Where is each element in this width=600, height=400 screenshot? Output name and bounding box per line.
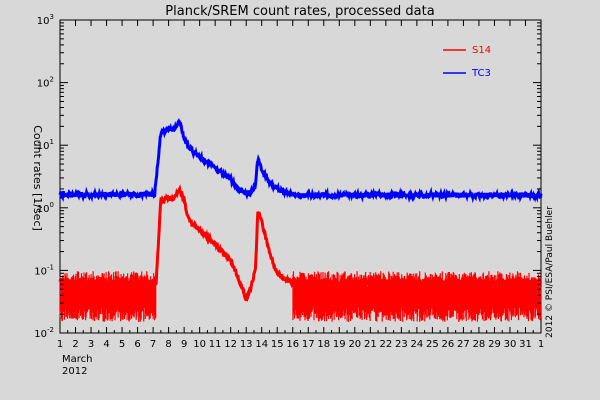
x-tick-label: 1 xyxy=(57,339,63,350)
x-axis-label: March xyxy=(62,354,92,365)
x-tick-label: 12 xyxy=(224,339,237,350)
x-tick-label: 14 xyxy=(255,339,268,350)
x-tick-label: 13 xyxy=(240,339,253,350)
x-tick-label: 7 xyxy=(150,339,156,350)
legend: S14 TC3 xyxy=(443,45,491,79)
series-layer xyxy=(58,117,543,322)
legend-label-s14: S14 xyxy=(472,45,491,56)
y-tick-label: 101 xyxy=(37,138,54,152)
series-s14-noise xyxy=(59,271,542,322)
x-tick-label: 10 xyxy=(193,339,206,350)
x-tick-label: 31 xyxy=(519,339,532,350)
x-tick-label: 19 xyxy=(333,339,346,350)
x-tick-label: 4 xyxy=(103,339,109,350)
x-tick-labels: 1 2 3 4 5 6 7 8 9 10 11 12 13 14 15 16 17 18 19 20 21 22 23 24 2… xyxy=(57,339,544,350)
x-tick-marks xyxy=(59,20,542,333)
x-tick-label: 20 xyxy=(348,339,361,350)
series-s14-line xyxy=(58,184,543,303)
legend-label-tc3: TC3 xyxy=(471,68,491,79)
x-tick-label: 27 xyxy=(457,339,470,350)
x-tick-label: 16 xyxy=(286,339,299,350)
series-tc3 xyxy=(58,117,543,204)
x-tick-label: 24 xyxy=(411,339,424,350)
x-tick-label: 29 xyxy=(488,339,501,350)
y-tick-label: 10-1 xyxy=(34,263,54,277)
chart-title: Planck/SREM count rates, processed data xyxy=(165,4,434,19)
y-tick-marks xyxy=(60,19,541,334)
x-tick-label: 3 xyxy=(88,339,94,350)
x-tick-label: 9 xyxy=(181,339,187,350)
y-tick-labels: 10-2 10-1 100 101 102 103 xyxy=(34,13,54,340)
y-axis-label: Count rates [1/sec] xyxy=(31,125,44,231)
x-tick-label: 18 xyxy=(317,339,330,350)
x-tick-label: 2 xyxy=(72,339,78,350)
x-tick-label: 22 xyxy=(379,339,392,350)
x-tick-label: 8 xyxy=(165,339,171,350)
series-tc3-line xyxy=(58,117,543,204)
x-tick-label: 11 xyxy=(209,339,222,350)
series-s14 xyxy=(58,184,543,322)
x-tick-label: 1 xyxy=(538,339,544,350)
plot-area xyxy=(58,19,543,334)
x-tick-label: 5 xyxy=(119,339,125,350)
x-tick-label: 17 xyxy=(302,339,315,350)
y-tick-label: 100 xyxy=(37,201,54,215)
x-tick-label: 25 xyxy=(426,339,439,350)
y-tick-label: 102 xyxy=(37,76,54,90)
x-tick-label: 23 xyxy=(395,339,408,350)
y-tick-label: 103 xyxy=(37,13,54,27)
y-tick-label: 10-2 xyxy=(34,326,54,340)
x-tick-label: 28 xyxy=(473,339,486,350)
x-tick-label: 15 xyxy=(271,339,284,350)
x-tick-label: 26 xyxy=(442,339,455,350)
x-tick-label: 30 xyxy=(504,339,517,350)
x-axis-year: 2012 xyxy=(62,366,87,377)
x-tick-label: 6 xyxy=(134,339,140,350)
copyright-annotation: 2012 © PSI/ESA/Paul Buehler xyxy=(545,206,555,338)
x-tick-label: 21 xyxy=(364,339,377,350)
